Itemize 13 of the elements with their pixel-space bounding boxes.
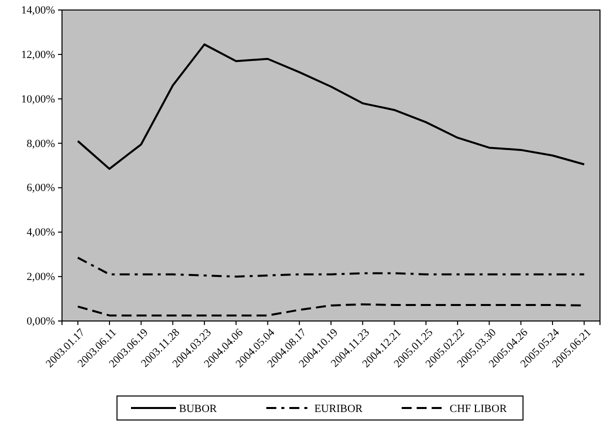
y-tick-label: 4,00%: [26, 226, 55, 239]
y-tick-label: 8,00%: [26, 138, 55, 150]
y-tick-label: 6,00%: [26, 182, 55, 194]
legend-label: BUBOR: [179, 403, 218, 415]
y-tick-label: 2,00%: [26, 271, 55, 284]
y-tick-label: 0,00%: [26, 316, 55, 328]
legend-label: EURIBOR: [314, 403, 364, 415]
y-tick-label: 12,00%: [21, 48, 55, 61]
legend-label: CHF LIBOR: [450, 403, 508, 415]
line-series: [76, 43, 586, 170]
line-series: [76, 256, 586, 278]
y-tick-label: 14,00%: [21, 4, 55, 17]
y-tick-label: 10,00%: [21, 93, 55, 106]
